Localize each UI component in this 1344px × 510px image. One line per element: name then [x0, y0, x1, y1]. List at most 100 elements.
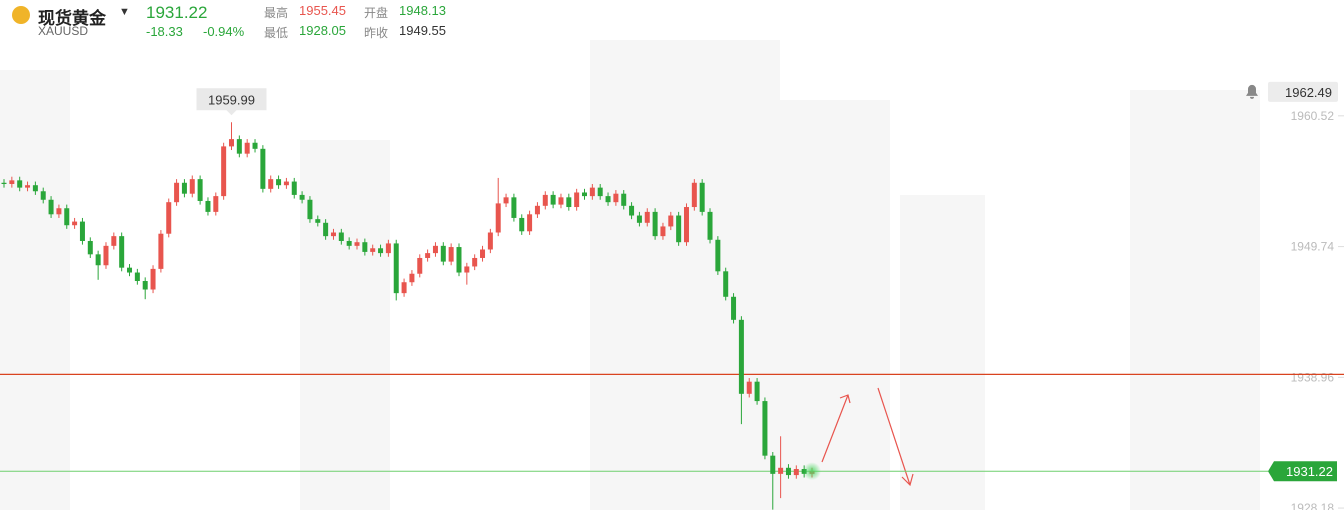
- candle-body: [527, 214, 533, 232]
- candle-body: [228, 139, 234, 147]
- candle-body: [95, 254, 101, 266]
- instrument-name[interactable]: 现货黄金: [38, 9, 106, 28]
- candle-body: [307, 199, 313, 220]
- candle-body: [299, 194, 305, 200]
- y-tick-label: 1938.96: [1291, 370, 1335, 384]
- candle-body: [25, 185, 31, 188]
- candle-body: [64, 208, 70, 226]
- y-tick-label: 1928.18: [1291, 501, 1335, 510]
- candle-body: [283, 181, 289, 186]
- candle-body: [574, 192, 580, 208]
- candle-body: [197, 179, 203, 201]
- candle-body: [699, 182, 705, 212]
- candle-body: [9, 180, 15, 184]
- candle-body: [291, 181, 297, 195]
- candle-body: [48, 199, 54, 215]
- candle-body: [72, 221, 78, 226]
- candle-body: [676, 215, 682, 243]
- candle-body: [401, 282, 407, 294]
- candle-body: [338, 232, 344, 241]
- gold-icon: [12, 6, 30, 24]
- candle-body: [260, 148, 266, 189]
- candle-body: [417, 257, 423, 274]
- symbol: XAUUSD: [38, 24, 89, 38]
- candle-body: [746, 381, 752, 394]
- candle-body: [323, 222, 329, 237]
- candle-body: [715, 239, 721, 272]
- candle-body: [205, 200, 211, 212]
- candle-body: [503, 197, 509, 204]
- bell-icon: [1246, 84, 1258, 99]
- candle-body: [174, 182, 180, 203]
- candle-body: [330, 232, 336, 237]
- candle-body: [87, 240, 93, 255]
- candle-body: [668, 215, 674, 227]
- candle-body: [221, 146, 227, 197]
- candle-body: [566, 197, 572, 208]
- candle-body: [17, 180, 23, 188]
- candle-body: [629, 205, 635, 216]
- stat-value: 1928.05: [299, 23, 346, 38]
- candle-body: [723, 271, 729, 297]
- candle-body: [56, 208, 62, 215]
- candle-body: [32, 185, 38, 192]
- candle-body: [480, 249, 486, 258]
- alert-price-label: 1962.49: [1285, 85, 1332, 100]
- candle-body: [487, 232, 493, 250]
- candle-body: [127, 267, 133, 273]
- stat-value: 1955.45: [299, 3, 346, 18]
- candle-body: [378, 248, 384, 254]
- drawn-arrows: [821, 387, 914, 487]
- candle-body: [464, 266, 470, 273]
- candle-body: [276, 179, 282, 186]
- candle-body: [605, 196, 611, 203]
- candle-body: [550, 194, 556, 205]
- candle-body: [519, 217, 525, 232]
- candle-body: [134, 272, 140, 282]
- candle-body: [731, 296, 737, 320]
- candle-body: [370, 248, 376, 252]
- last-price-box: [1268, 461, 1337, 482]
- candle-body: [495, 203, 501, 233]
- candle-body: [534, 205, 540, 215]
- candle-body: [691, 182, 697, 208]
- candle-body: [268, 179, 274, 189]
- candle-body: [346, 240, 352, 246]
- candle-body: [150, 268, 156, 290]
- stat-value: 1949.55: [399, 23, 446, 38]
- candle-body: [707, 211, 713, 240]
- candle-body: [252, 142, 258, 149]
- candle-body: [621, 193, 627, 206]
- candle-body: [754, 381, 760, 402]
- candle-body: [79, 221, 85, 241]
- candle-body: [558, 197, 564, 205]
- candle-body: [589, 187, 595, 197]
- change: -18.33: [146, 24, 183, 39]
- candle-body: [244, 142, 250, 154]
- last-point-glow: [803, 462, 821, 481]
- candle-body: [613, 193, 619, 203]
- stat-label: 最低: [264, 26, 289, 40]
- y-tick-label: 1949.74: [1291, 240, 1335, 254]
- candle-body: [660, 226, 666, 237]
- candle-body: [103, 245, 109, 266]
- dropdown-caret[interactable]: ▼: [119, 6, 130, 18]
- candle-body: [40, 191, 46, 200]
- background-buildings: [0, 40, 1260, 510]
- candle-body: [683, 207, 689, 243]
- stat-value: 1948.13: [399, 3, 446, 18]
- candle-body: [315, 219, 321, 223]
- candle-body: [166, 202, 172, 234]
- candle-body: [582, 192, 588, 197]
- candle-body: [597, 187, 603, 197]
- stat-label: 昨收: [364, 26, 389, 40]
- candle-body: [644, 211, 650, 223]
- candle-body: [181, 182, 187, 194]
- candle-body: [158, 233, 164, 269]
- candle-body: [354, 242, 360, 246]
- candle-body: [770, 455, 776, 474]
- alert-box: [1268, 81, 1338, 102]
- candle-body: [511, 197, 517, 218]
